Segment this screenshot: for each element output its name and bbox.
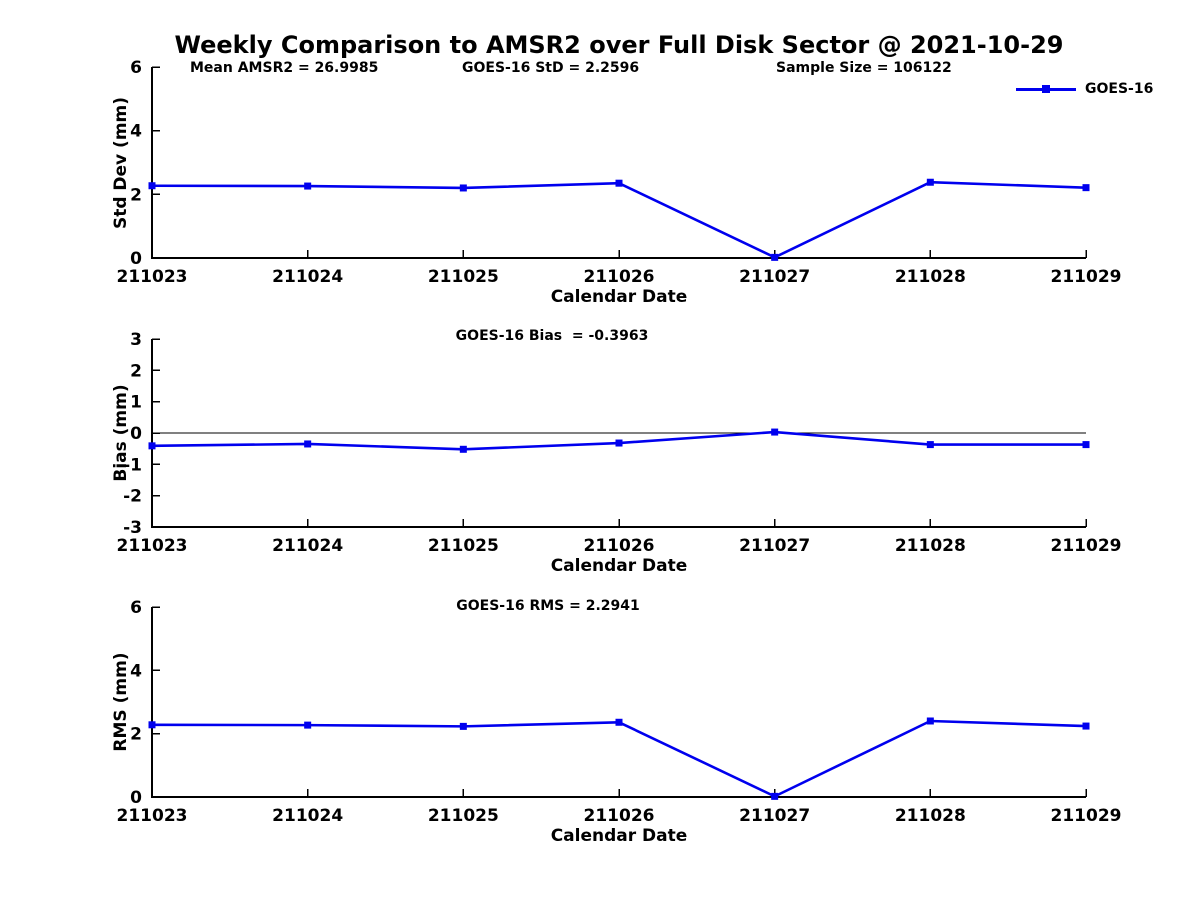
- data-point-marker: [926, 717, 934, 725]
- y-tick-label-rms: 0: [130, 788, 142, 808]
- data-point-marker: [148, 182, 156, 190]
- legend-line-sample: [1016, 85, 1076, 93]
- y-tick-label-rms: 6: [130, 598, 142, 618]
- legend-marker: [1042, 85, 1050, 93]
- x-tick-label-rms: 211027: [739, 806, 810, 826]
- x-tick-label-bias: 211023: [117, 536, 188, 556]
- data-point-marker: [926, 441, 934, 449]
- x-tick-label-bias: 211025: [428, 536, 499, 556]
- xlabel-bias: Calendar Date: [550, 556, 688, 576]
- axes-rms: [151, 607, 1086, 798]
- annotation-sample-size: Sample Size = 106122: [776, 60, 952, 76]
- data-point-marker: [1082, 184, 1090, 192]
- data-point-marker: [771, 253, 779, 261]
- y-tick-label-rms: 2: [130, 725, 142, 745]
- series-line-GOES-16: [151, 719, 1087, 798]
- y-tick-label-bias: -3: [123, 518, 142, 538]
- y-tick-label-rms: 4: [130, 661, 142, 681]
- data-point-marker: [148, 442, 156, 450]
- y-tick-label-std-dev: 6: [130, 58, 142, 78]
- annotation-mean-amsr2: Mean AMSR2 = 26.9985: [190, 60, 379, 76]
- y-tick-label-bias: 3: [130, 330, 142, 350]
- y-tick-label-std-dev: 4: [130, 122, 142, 142]
- data-point-marker: [615, 439, 623, 447]
- xlabel-rms: Calendar Date: [550, 826, 688, 846]
- data-point-marker: [1082, 441, 1090, 449]
- x-tick-label-bias: 211024: [272, 536, 343, 556]
- x-tick-label-bias: 211029: [1051, 536, 1122, 556]
- chart-title: Weekly Comparison to AMSR2 over Full Dis…: [174, 31, 1064, 59]
- data-point-marker: [304, 440, 312, 448]
- data-point-marker: [926, 178, 934, 186]
- y-tick-label-std-dev: 0: [130, 249, 142, 269]
- x-tick-label-rms: 211023: [117, 806, 188, 826]
- y-tick-label-bias: -1: [123, 455, 142, 475]
- x-tick-label-std-dev: 211025: [428, 267, 499, 287]
- annotation-goes16-std: GOES-16 StD = 2.2596: [462, 60, 640, 76]
- x-tick-label-std-dev: 211026: [584, 267, 655, 287]
- y-tick-label-bias: 1: [130, 393, 142, 413]
- x-tick-label-std-dev: 211023: [117, 267, 188, 287]
- x-tick-label-bias: 211027: [739, 536, 810, 556]
- data-point-marker: [615, 179, 623, 187]
- x-tick-label-rms: 211025: [428, 806, 499, 826]
- x-tick-label-rms: 211026: [584, 806, 655, 826]
- xlabel-std-dev: Calendar Date: [550, 287, 688, 307]
- y-tick-label-bias: 0: [130, 424, 142, 444]
- data-point-marker: [459, 184, 467, 192]
- axes-std-dev: [151, 67, 1086, 259]
- data-point-marker: [615, 718, 623, 726]
- data-point-marker: [304, 182, 312, 190]
- x-tick-label-std-dev: 211029: [1051, 267, 1122, 287]
- annotation-goes16-rms: GOES-16 RMS = 2.2941: [456, 598, 640, 614]
- data-point-marker: [304, 721, 312, 729]
- data-point-marker: [148, 721, 156, 729]
- legend: GOES-16: [1016, 80, 1153, 98]
- annotation-goes16-bias: GOES-16 Bias = -0.3963: [455, 328, 649, 344]
- y-tick-label-std-dev: 2: [130, 185, 142, 205]
- legend-label: GOES-16: [1085, 81, 1154, 97]
- x-tick-label-bias: 211028: [895, 536, 966, 556]
- y-tick-label-bias: -2: [123, 487, 142, 507]
- x-tick-label-std-dev: 211024: [272, 267, 343, 287]
- x-tick-label-rms: 211029: [1051, 806, 1122, 826]
- x-tick-label-rms: 211024: [272, 806, 343, 826]
- series-line-GOES-16: [151, 180, 1087, 259]
- data-point-marker: [771, 792, 779, 800]
- y-tick-label-bias: 2: [130, 361, 142, 381]
- data-point-marker: [1082, 722, 1090, 730]
- x-tick-label-bias: 211026: [584, 536, 655, 556]
- data-point-marker: [459, 445, 467, 453]
- data-point-marker: [459, 722, 467, 730]
- data-point-marker: [771, 428, 779, 436]
- x-tick-label-std-dev: 211028: [895, 267, 966, 287]
- x-tick-label-rms: 211028: [895, 806, 966, 826]
- x-tick-label-std-dev: 211027: [739, 267, 810, 287]
